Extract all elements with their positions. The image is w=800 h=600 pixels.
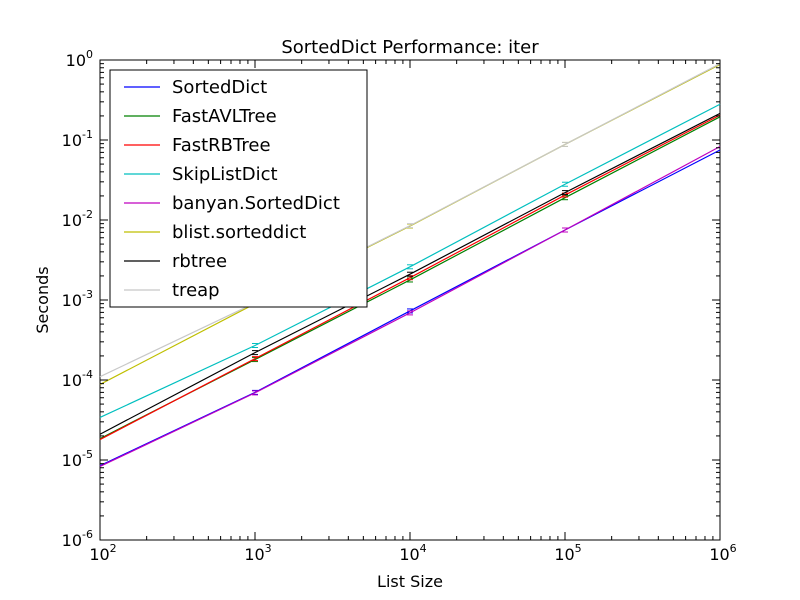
series-line-2 (99, 114, 721, 441)
legend-label-6: rbtree (172, 251, 227, 272)
legend-label-1: FastAVLTree (172, 106, 277, 127)
legend-items: SortedDict FastAVLTree FastRBTree SkipListD… (124, 77, 340, 301)
x-tick-label-0: 102 (89, 542, 116, 564)
chart-title: SortedDict Performance: iter (281, 37, 539, 58)
x-tick-label-2: 104 (399, 542, 426, 564)
legend-label-3: SkipListDict (172, 164, 278, 185)
x-tick-labels: 102 103 104 105 106 (89, 542, 736, 564)
legend-label-7: treap (172, 280, 220, 301)
y-tick-labels: 10-6 10-5 10-4 10-3 10-2 10-1 100 (62, 48, 93, 550)
y-tick-label-6: 100 (66, 48, 93, 70)
y-axis-label: Seconds (33, 266, 52, 333)
legend: SortedDict FastAVLTree FastRBTree SkipListD… (109, 69, 368, 308)
x-tick-label-3: 105 (554, 542, 581, 564)
y-tick-label-0: 10-6 (62, 528, 93, 550)
x-tick-label-1: 103 (244, 542, 271, 564)
x-tick-label-4: 106 (709, 542, 736, 564)
tick-layer (99, 59, 721, 541)
y-tick-label-1: 10-5 (62, 448, 93, 470)
y-tick-label-2: 10-4 (62, 368, 93, 390)
series-layer (99, 63, 721, 468)
legend-label-4: banyan.SortedDict (172, 193, 340, 214)
y-tick-label-3: 10-3 (62, 288, 93, 310)
series-line-7 (99, 63, 721, 378)
legend-label-5: blist.sorteddict (172, 222, 306, 243)
x-axis-label: List Size (377, 572, 443, 591)
y-tick-label-4: 10-2 (62, 208, 93, 230)
series-line-3 (99, 103, 721, 419)
y-tick-label-5: 10-1 (62, 128, 93, 150)
legend-frame (109, 69, 368, 308)
series-line-6 (99, 112, 721, 435)
legend-label-0: SortedDict (172, 77, 267, 98)
series-line-4 (99, 145, 721, 468)
legend-label-2: FastRBTree (172, 135, 271, 156)
